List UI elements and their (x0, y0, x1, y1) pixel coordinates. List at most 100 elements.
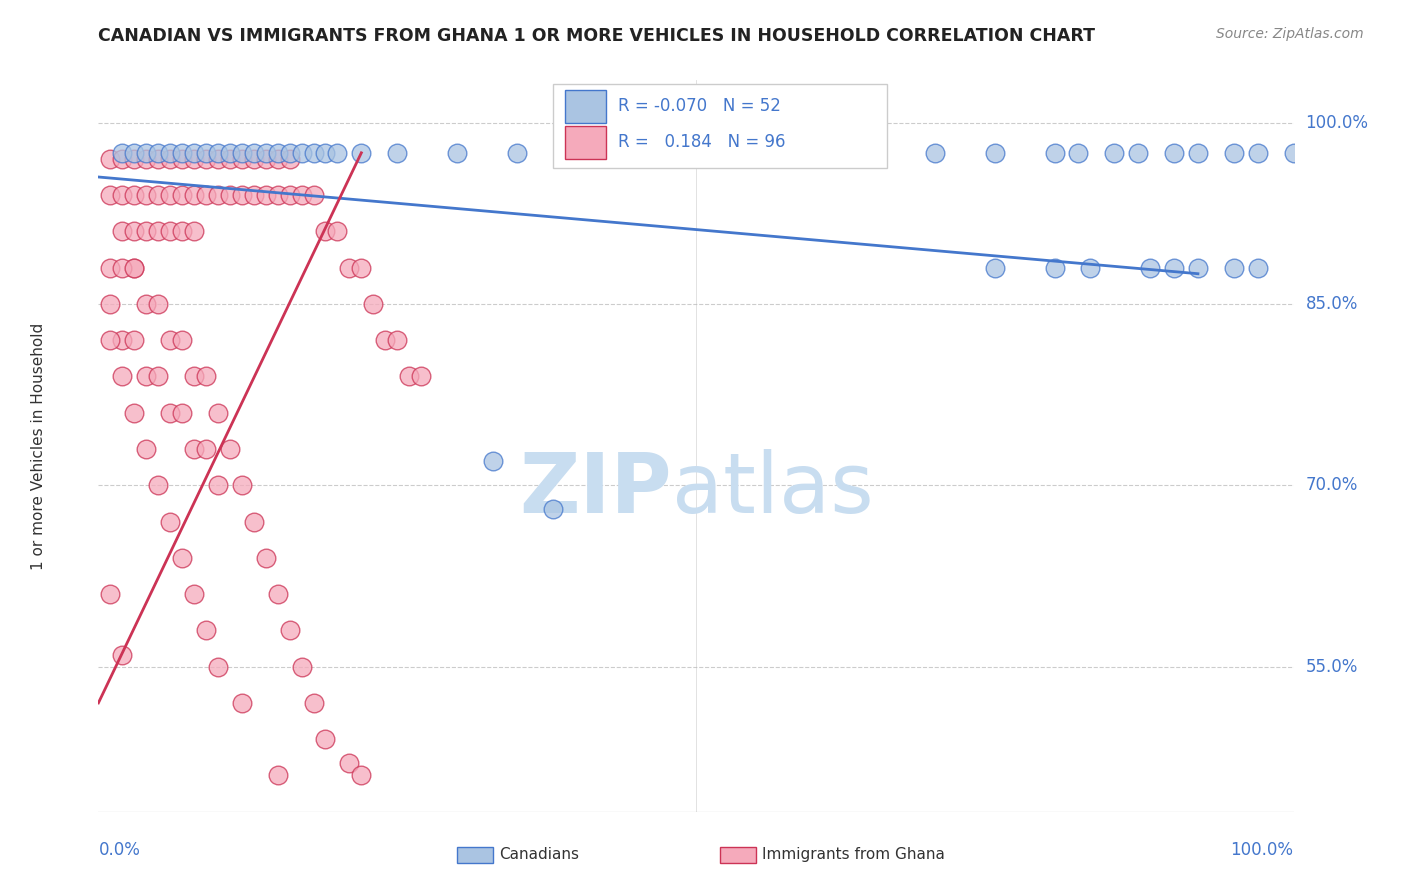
Point (350, 145, 373, 160)
Point (194, 369, 217, 384)
Point (302, 145, 325, 160)
Point (124, 260, 146, 275)
Point (135, 152, 157, 166)
Text: CANADIAN VS IMMIGRANTS FROM GHANA 1 OR MORE VEHICLES IN HOUSEHOLD CORRELATION CH: CANADIAN VS IMMIGRANTS FROM GHANA 1 OR M… (98, 27, 1095, 45)
Point (302, 696, 325, 710)
Point (745, 145, 768, 160)
Point (1067, 145, 1090, 160)
Point (111, 224, 134, 238)
Point (172, 406, 194, 420)
Point (135, 188, 157, 202)
Point (1187, 145, 1209, 160)
Text: R = -0.070   N = 52: R = -0.070 N = 52 (619, 97, 782, 115)
Point (231, 145, 253, 160)
Point (183, 188, 205, 202)
Point (207, 145, 229, 160)
Point (111, 145, 134, 160)
Point (243, 188, 266, 202)
Point (350, 768, 373, 782)
Point (1282, 145, 1305, 160)
Point (924, 145, 946, 160)
Point (135, 224, 157, 238)
Point (254, 152, 277, 166)
Point (183, 145, 205, 160)
Point (374, 333, 396, 347)
Point (326, 224, 349, 238)
Text: Canadians: Canadians (499, 847, 579, 863)
Point (98, 188, 122, 202)
Point (194, 624, 217, 638)
Point (254, 550, 277, 565)
Text: R =   0.184   N = 96: R = 0.184 N = 96 (619, 134, 786, 152)
Point (385, 145, 409, 160)
Point (194, 442, 217, 456)
Point (254, 145, 277, 160)
Point (183, 152, 205, 166)
Point (231, 478, 253, 492)
Point (159, 188, 181, 202)
Point (148, 188, 170, 202)
Point (111, 188, 134, 202)
Point (350, 260, 373, 275)
Point (290, 145, 312, 160)
Point (159, 406, 181, 420)
Point (98, 260, 122, 275)
Point (159, 333, 181, 347)
Point (326, 145, 349, 160)
Point (278, 624, 301, 638)
Point (111, 260, 134, 275)
Point (267, 768, 290, 782)
Point (983, 260, 1005, 275)
Point (135, 369, 157, 384)
Point (267, 587, 290, 601)
Point (159, 152, 181, 166)
Point (302, 188, 325, 202)
Point (194, 145, 217, 160)
Point (1102, 145, 1125, 160)
Point (254, 188, 277, 202)
Point (1246, 145, 1268, 160)
Point (124, 260, 146, 275)
Point (124, 188, 146, 202)
Point (148, 152, 170, 166)
Point (124, 152, 146, 166)
Point (98, 152, 122, 166)
Point (124, 145, 146, 160)
Point (172, 333, 194, 347)
Point (267, 145, 290, 160)
Point (506, 145, 529, 160)
Text: ZIP: ZIP (520, 450, 672, 531)
Point (768, 145, 790, 160)
Point (172, 188, 194, 202)
Text: 100.0%: 100.0% (1305, 113, 1368, 132)
Point (159, 515, 181, 529)
Text: Source: ZipAtlas.com: Source: ZipAtlas.com (1216, 27, 1364, 41)
Point (219, 145, 242, 160)
Point (1163, 145, 1185, 160)
Point (148, 478, 170, 492)
Point (290, 188, 312, 202)
Point (135, 145, 157, 160)
Point (219, 188, 242, 202)
Point (159, 145, 181, 160)
Point (243, 145, 266, 160)
Point (267, 188, 290, 202)
Point (1187, 260, 1209, 275)
Point (1043, 145, 1066, 160)
Point (315, 224, 337, 238)
Point (1128, 145, 1150, 160)
Point (648, 145, 672, 160)
Point (172, 145, 194, 160)
Point (111, 333, 134, 347)
Point (111, 648, 134, 662)
Point (111, 369, 134, 384)
Text: 85.0%: 85.0% (1305, 295, 1358, 313)
Point (278, 188, 301, 202)
Point (183, 369, 205, 384)
Point (183, 587, 205, 601)
Point (243, 515, 266, 529)
Point (148, 297, 170, 311)
Point (1139, 260, 1161, 275)
Point (315, 732, 337, 747)
FancyBboxPatch shape (565, 90, 606, 123)
